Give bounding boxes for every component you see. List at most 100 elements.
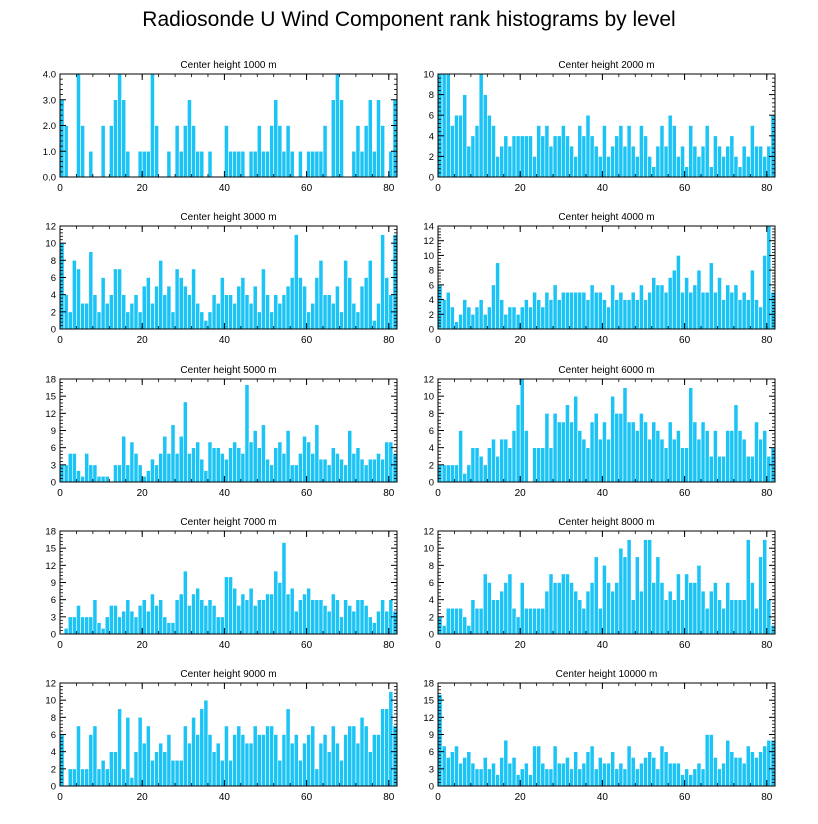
histogram-bar [372,458,377,483]
histogram-bar [92,599,98,635]
histogram-bar [610,590,616,635]
histogram-bar [343,734,348,787]
histogram-bar [302,435,307,483]
histogram-bar [766,145,772,178]
histogram-bar [363,725,369,787]
histogram-bar [59,734,65,787]
histogram-bar [573,590,579,635]
histogram-bar [700,421,706,483]
histogram-bar [129,777,135,787]
histogram-bar [339,311,344,330]
panel-title: Center height 2000 m [558,60,654,71]
histogram-bar [121,768,127,787]
histogram-bar [199,458,205,483]
histogram-bar [721,299,726,330]
histogram-bar [548,447,554,483]
histogram-bar [495,599,500,635]
histogram-bar [306,311,311,330]
histogram-bar [158,260,164,330]
y-tick-label: 12 [423,236,434,247]
histogram-bar [265,294,270,330]
histogram-bar [540,135,546,178]
histogram-panel: Center height 9000 m 0 20 40 60 80 0 2 4 6 8 10 12 [45,669,398,803]
histogram-bar [326,294,332,330]
histogram-bar [478,768,484,787]
histogram-bar [754,757,759,787]
histogram-bar [146,150,151,178]
histogram-bar [581,607,587,635]
histogram-bar [634,156,640,178]
histogram-bar [462,473,468,483]
x-tick-label: 80 [761,488,773,499]
histogram-bar [72,453,77,483]
histogram-bar [191,447,196,483]
histogram-bar [170,424,176,483]
histogram-bar [696,438,702,483]
y-tick-label: 6 [429,426,434,437]
histogram-bar [72,768,77,787]
histogram-bar [207,311,213,330]
y-tick-label: 9 [51,426,56,437]
panel-title: Center height 9000 m [180,669,276,680]
histogram-bar [560,125,566,178]
histogram-bar [692,421,698,483]
histogram-bar [602,125,607,178]
histogram-bar [104,475,110,483]
histogram-bar [729,599,735,635]
histogram-bar [150,458,155,483]
y-tick-label: 8 [51,713,56,724]
histogram-bar [560,291,566,330]
histogram-bar [367,616,373,635]
histogram-bar [236,725,242,787]
histogram-bar [663,447,669,483]
histogram-bar [651,277,657,330]
panel-title: Center height 1000 m [180,60,276,71]
histogram-bar [150,593,155,635]
histogram-bar [540,607,546,635]
histogram-bar [117,616,122,635]
y-tick-label: 15 [423,696,434,707]
histogram-bar [482,94,488,178]
histogram-bar [556,135,562,178]
x-tick-label: 0 [435,640,441,651]
histogram-bar [519,378,525,483]
histogram-bar [252,150,258,178]
histogram-bar [741,762,747,787]
histogram-bar [454,114,459,178]
histogram-bar [310,150,316,178]
histogram-bar [676,430,681,483]
histogram-bar [335,285,340,330]
x-tick-label: 40 [219,335,231,346]
histogram-bar [754,299,759,330]
histogram-bar [182,401,188,483]
x-tick-label: 40 [219,488,231,499]
y-tick-label: 3 [429,764,434,775]
histogram-bar [335,73,340,178]
x-tick-label: 80 [761,335,773,346]
histogram-bar [351,725,357,787]
histogram-bar [384,610,390,635]
histogram-bar [597,438,603,483]
histogram-bar [655,145,661,178]
histogram-bar [150,73,155,178]
histogram-bar [146,725,151,787]
histogram-bar [700,768,706,787]
histogram-bar [281,294,287,330]
histogram-bar [692,145,698,178]
histogram-bar [544,125,550,178]
histogram-bar [88,150,94,178]
histogram-bar [766,455,772,483]
histogram-bar [376,302,381,330]
y-tick-label: 3.0 [43,95,56,106]
histogram-bar [474,768,480,787]
histogram-bar [499,590,505,635]
histogram-bar [659,582,665,635]
histogram-bar [162,294,168,330]
panel-title: Center height 6000 m [558,365,654,376]
histogram-bar [224,725,229,787]
histogram-bar [474,447,480,483]
histogram-bar [187,453,192,483]
histogram-bar [330,593,336,635]
histogram-bar [458,762,463,787]
